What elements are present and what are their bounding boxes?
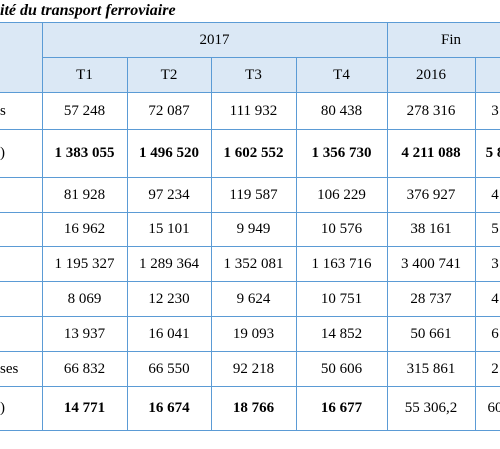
table-cell: 8 069 [41,281,128,317]
table-cell: 3 [474,246,500,282]
header-corner [0,22,43,93]
table-cell: 97 234 [126,177,212,213]
table-cell: 1 163 716 [295,246,388,282]
table-cell: 1 289 364 [126,246,212,282]
header-cell: 2017 [41,22,388,58]
table-row: ses 66 832 66 550 92 218 50 606 315 861 2 [0,351,500,387]
table-cell: 14 771 [41,386,128,431]
table-cell: 16 677 [295,386,388,431]
header-row: T1 T2 T3 T4 2016 [0,57,500,93]
table-row: 13 937 16 041 19 093 14 852 50 661 6 [0,316,500,352]
header-cell: Fin [386,22,500,58]
table-row: ) 1 383 055 1 496 520 1 602 552 1 356 730 4 2… [0,129,500,178]
row-label [0,212,43,247]
header-cell: T1 [41,57,128,93]
row-label [0,177,43,213]
table-cell: 119 587 [210,177,297,213]
table-cell: 80 438 [295,92,388,130]
table-cell: 3 [474,92,500,130]
table-cell: 3 400 741 [386,246,476,282]
title: ité du transport ferroviaire [0,2,176,19]
header-cell [474,57,500,93]
table-cell: 28 737 [386,281,476,317]
table-cell: 38 161 [386,212,476,247]
table-cell: 92 218 [210,351,297,387]
table-cell: 66 550 [126,351,212,387]
table-cell: 18 766 [210,386,297,431]
header-cell: T4 [295,57,388,93]
table-cell: 1 602 552 [210,129,297,178]
table-cell: 50 661 [386,316,476,352]
table-cell: 9 949 [210,212,297,247]
table-cell: 1 496 520 [126,129,212,178]
table-cell: 278 316 [386,92,476,130]
table-cell: 1 383 055 [41,129,128,178]
row-label [0,246,43,282]
table-cell: 4 [474,281,500,317]
row-label: ) [0,129,43,178]
table-cell: 4 211 088 [386,129,476,178]
table-cell: 1 195 327 [41,246,128,282]
table-cell: 106 229 [295,177,388,213]
table-row: 1 195 327 1 289 364 1 352 081 1 163 716 3 40… [0,246,500,282]
table-cell: 16 674 [126,386,212,431]
table-row: 81 928 97 234 119 587 106 229 376 927 4 [0,177,500,213]
table-cell: 10 576 [295,212,388,247]
header-cell: T3 [210,57,297,93]
table-cell: 60 [474,386,500,431]
table-body: 2017 Fin T1 T2 T3 T4 2016 s 57 248 72 087 111 9… [0,22,500,431]
table-cell: 50 606 [295,351,388,387]
table-cell: 55 306,2 [386,386,476,431]
table-cell: 4 [474,177,500,213]
table-cell: 5 8 [474,129,500,178]
table-cell: 10 751 [295,281,388,317]
table-cell: 15 101 [126,212,212,247]
header-cell: T2 [126,57,212,93]
table-cell: 16 962 [41,212,128,247]
table-cell: 12 230 [126,281,212,317]
table-row: 8 069 12 230 9 624 10 751 28 737 4 [0,281,500,317]
table-cell: 5 [474,212,500,247]
table-cell: 6 [474,316,500,352]
table-cell: 81 928 [41,177,128,213]
table-cell: 1 356 730 [295,129,388,178]
table-cell: 13 937 [41,316,128,352]
table-cell: 16 041 [126,316,212,352]
row-label: ses [0,351,43,387]
table-cell: 2 [474,351,500,387]
row-label: s [0,92,43,130]
table: 2017 Fin T1 T2 T3 T4 2016 s 57 248 72 087 111 9… [0,22,500,431]
table-row: s 57 248 72 087 111 932 80 438 278 316 3 [0,92,500,130]
header-row: 2017 Fin [0,22,500,93]
row-label: ) [0,386,43,431]
table-cell: 19 093 [210,316,297,352]
table-cell: 57 248 [41,92,128,130]
table-cell: 376 927 [386,177,476,213]
header-cell: 2016 [386,57,476,93]
row-label [0,281,43,317]
table-row: 16 962 15 101 9 949 10 576 38 161 5 [0,212,500,247]
row-label [0,316,43,352]
table-cell: 14 852 [295,316,388,352]
table-cell: 111 932 [210,92,297,130]
table-cell: 66 832 [41,351,128,387]
table-cell: 315 861 [386,351,476,387]
table-cell: 9 624 [210,281,297,317]
table-cell: 72 087 [126,92,212,130]
table-cell: 1 352 081 [210,246,297,282]
